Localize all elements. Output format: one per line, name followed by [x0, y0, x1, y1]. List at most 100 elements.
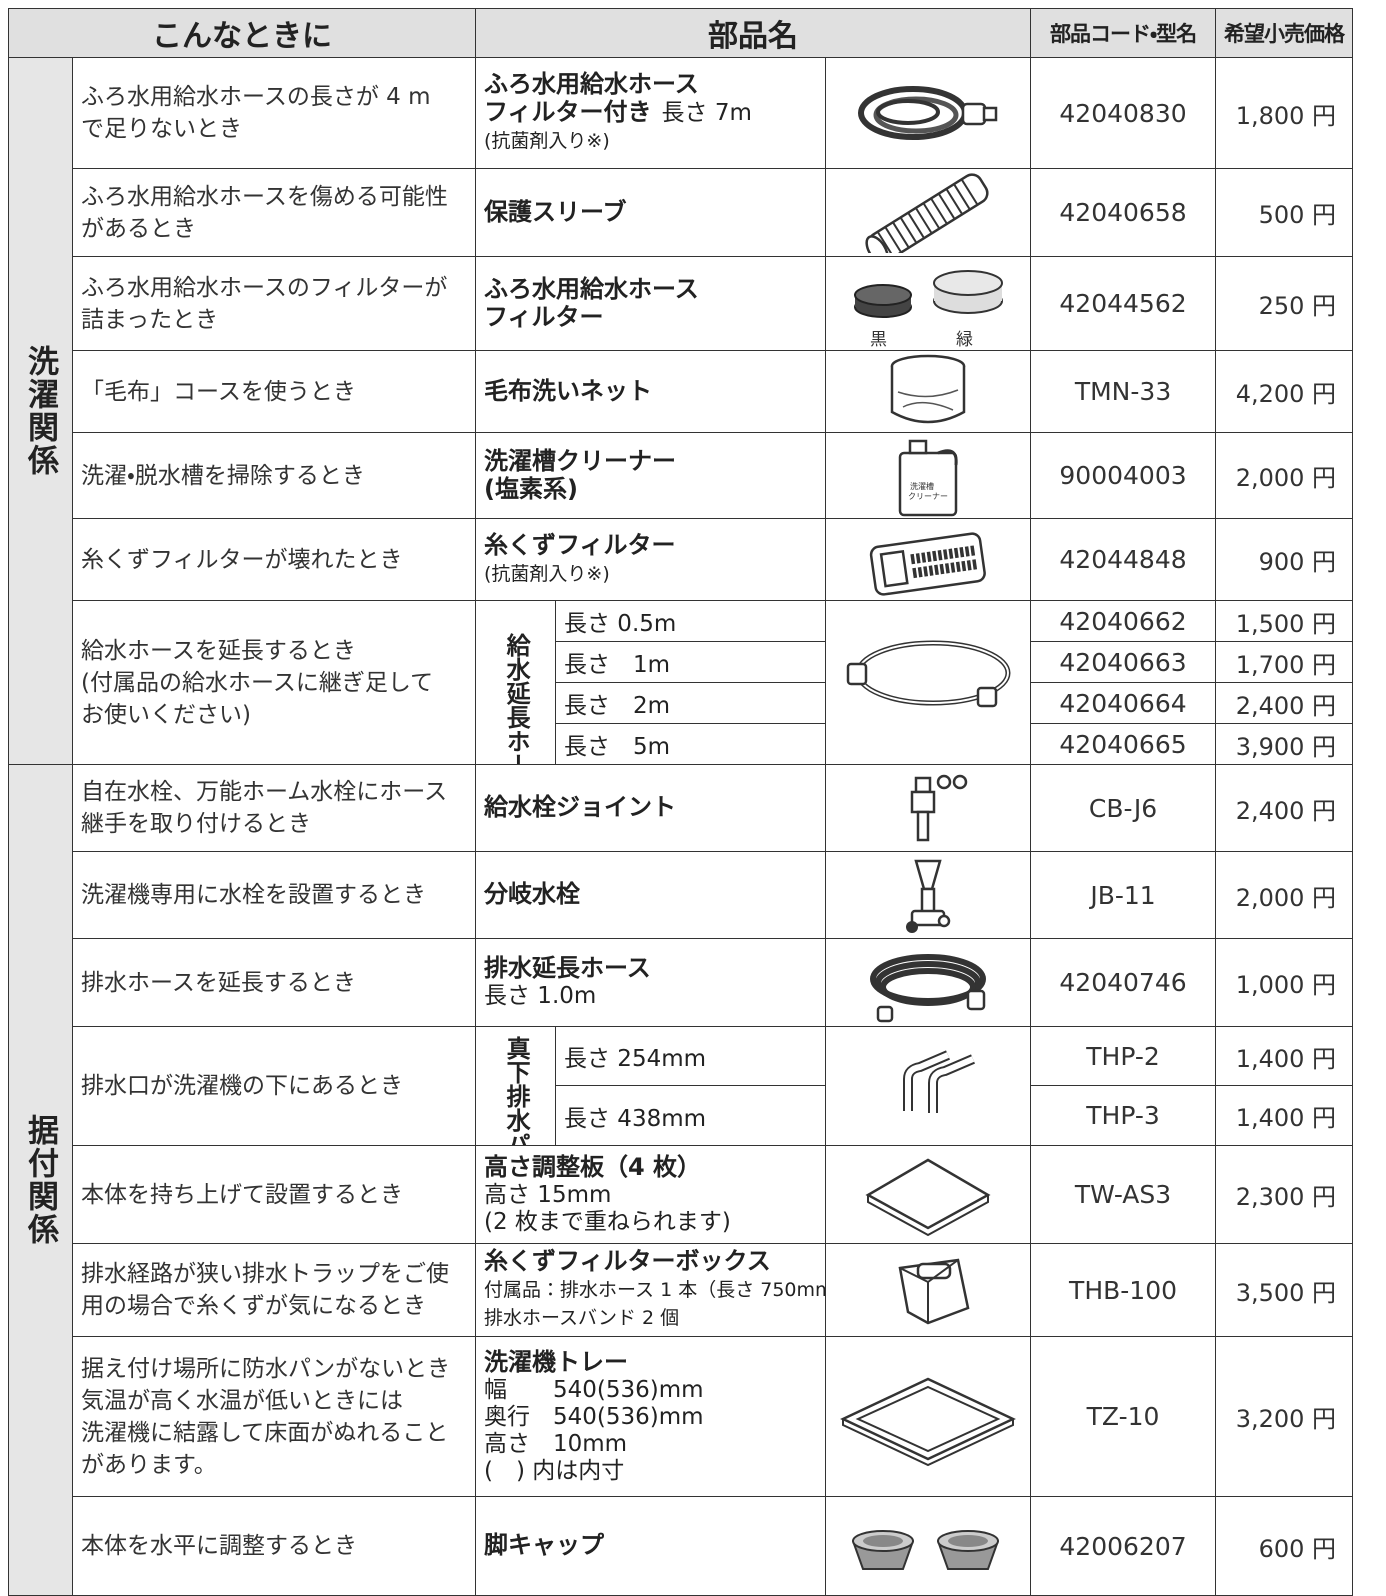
- part-price: 2,400 円: [1215, 682, 1354, 724]
- part-text: 分岐水栓: [484, 880, 580, 908]
- situation: 給水ホースを延長するとき (付属品の給水ホースに継ぎ足して お使いください): [72, 600, 476, 765]
- part-name: 分岐水栓: [475, 851, 826, 939]
- group-label: 据付関係: [22, 1114, 58, 1246]
- part-illustration: [858, 86, 998, 140]
- part-name: ふろ水用給水ホース フィルター: [475, 256, 826, 351]
- part-line: 高さ 15mm: [484, 1182, 817, 1209]
- table-row: ふろ水用給水ホースを傷める可能性 があるとき 保護スリーブ 42040658 500 円: [9, 168, 1354, 257]
- header-cell: 希望小売価格: [1215, 8, 1354, 58]
- table-row: 本体を水平に調整するとき 脚キャップ 42006207 600 円: [9, 1496, 1354, 1596]
- part-line: 洗濯機トレー: [484, 1348, 817, 1377]
- part-line: 奥行 540(536)mm: [484, 1404, 817, 1431]
- table-row: 長さ 5m 42040665 3,900 円: [9, 723, 1354, 765]
- variant-length: 長さ 2m: [555, 682, 826, 724]
- part-illustration: [898, 439, 958, 516]
- part-name: 排水延長ホース 長さ 1.0m: [475, 938, 826, 1027]
- part-line: ふろ水用給水ホース: [484, 274, 817, 304]
- part-code: TMN-33: [1030, 350, 1217, 433]
- situation-line: ふろ水用給水ホースの長さが 4 m: [81, 84, 431, 110]
- part-text: (抗菌剤入り※): [484, 130, 610, 152]
- part-name: 脚キャップ: [475, 1496, 826, 1596]
- part-price: 250 円: [1215, 256, 1354, 351]
- part-line: フィルター: [484, 303, 817, 332]
- table-row: 排水口が洗濯機の下にあるとき 真下排水パイプ 長さ 254mm THP-2 1,400 …: [9, 1026, 1354, 1146]
- image-box: [828, 172, 1028, 256]
- header-cell: 部品名: [474, 8, 1032, 58]
- situation: 「毛布」コースを使うとき: [72, 350, 476, 433]
- part-image: [824, 1496, 1032, 1596]
- part-code: 42040663: [1030, 641, 1217, 683]
- table-row: 本体を持ち上げて設置するとき 高さ調整板（4 枚） 高さ 15mm (2 枚まで重ねら…: [9, 1145, 1354, 1244]
- table-row: 排水経路が狭い排水トラップをご使 用の場合で糸くずが気になるとき 糸くずフィルターボ…: [9, 1243, 1354, 1337]
- situation-line: があります。: [81, 1451, 217, 1478]
- situation-line: お使いください): [81, 701, 251, 728]
- situation: 排水口が洗濯機の下にあるとき: [72, 1026, 476, 1146]
- part-price: 500 円: [1215, 168, 1354, 257]
- image-box: [828, 1359, 1028, 1475]
- part-name: 給水栓ジョイント: [475, 764, 826, 852]
- part-code: 42044848: [1030, 518, 1217, 601]
- part-text: ふろ水用給水ホース: [484, 274, 699, 303]
- situation: 自在水栓、万能ホーム水栓にホース 継手を取り付けるとき: [72, 764, 476, 852]
- situation: 糸くずフィルターが壊れたとき: [72, 518, 476, 601]
- part-code: 42040664: [1030, 682, 1217, 724]
- part-image: [824, 1026, 1032, 1146]
- part-line: 高さ調整板（4 枚）: [484, 1153, 817, 1182]
- part-line: フィルター付き 長さ 7m: [484, 99, 817, 127]
- part-line: (抗菌剤入り※): [484, 127, 817, 155]
- part-price: 1,500 円: [1215, 600, 1354, 642]
- part-image: [824, 851, 1032, 939]
- part-illustration: [870, 953, 987, 1022]
- image-box: [828, 768, 1028, 848]
- part-image: [824, 1243, 1032, 1337]
- part-code: TZ-10: [1030, 1336, 1217, 1497]
- part-illustration: [906, 859, 951, 933]
- situation: 排水経路が狭い排水トラップをご使 用の場合で糸くずが気になるとき: [72, 1243, 476, 1337]
- situation: 本体を水平に調整するとき: [72, 1496, 476, 1596]
- part-illustration: [865, 1158, 991, 1236]
- part-line: 付属品：排水ホース 1 本（長さ 750mm）: [484, 1276, 825, 1304]
- situation: ふろ水用給水ホースを傷める可能性 があるとき: [72, 168, 476, 257]
- table-row: 給水ホースを延長するとき (付属品の給水ホースに継ぎ足して お使いください) 給水延長…: [9, 600, 1354, 765]
- part-line: 洗濯槽クリーナー: [484, 447, 817, 476]
- part-text: 付属品：排水ホース 1 本（長さ 750mm）: [484, 1279, 826, 1301]
- part-line: 保護スリーブ: [484, 197, 817, 227]
- image-box: [828, 68, 1028, 158]
- part-illustration: [840, 1377, 1016, 1466]
- part-illustration: [852, 1530, 1000, 1570]
- part-image: 洗濯槽 クリーナー: [824, 432, 1032, 519]
- part-line: 糸くずフィルター: [484, 531, 817, 560]
- part-line: 糸くずフィルターボックス: [484, 1248, 817, 1276]
- situation-line: 洗濯・脱水槽を掃除するとき: [81, 462, 365, 489]
- situation: 据え付け場所に防水パンがないとき 気温が高く水温が低いときには 洗濯機に結露して床面…: [72, 1336, 476, 1497]
- part-label: 真下排水パイプ: [475, 1026, 556, 1146]
- part-text: 保護スリーブ: [484, 197, 627, 226]
- part-code: CB-J6: [1030, 764, 1217, 852]
- part-image: [824, 518, 1032, 601]
- situation: 洗濯・脱水槽を掃除するとき: [72, 432, 476, 519]
- part-price: 2,400 円: [1215, 764, 1354, 852]
- header-row: こんなときに 部品名 部品コード・型名 希望小売価格: [8, 8, 1354, 58]
- part-illustration: [910, 774, 968, 842]
- part-price: 1,800 円: [1215, 57, 1354, 169]
- table-row: 「毛布」コースを使うとき 毛布洗いネット TMN-33 4,200 円: [9, 350, 1354, 433]
- group-cell: 据付関係: [8, 764, 73, 1596]
- part-illustration: [865, 172, 989, 256]
- image-box: [828, 352, 1028, 432]
- part-text: 幅 540(536)mm: [484, 1376, 704, 1403]
- part-image: [824, 600, 1032, 765]
- table-row: 洗濯機専用に水栓を設置するとき 分岐水栓 JB-11 2,000 円: [9, 851, 1354, 939]
- parts-table: こんなときに 部品名 部品コード・型名 希望小売価格 洗濯関係 ふろ水用給水ホースの長さが…: [8, 8, 1354, 1596]
- situation-line: 洗濯機に結露して床面がぬれること: [81, 1419, 449, 1446]
- situation-line: 詰まったとき: [81, 306, 219, 333]
- variant-length: 長さ 1m: [555, 641, 826, 683]
- situation-line: 気温が高く水温が低いときには: [81, 1387, 403, 1414]
- table-row: 洗濯関係 ふろ水用給水ホースの長さが 4 m で足りないとき ふろ水用給水ホース フィル…: [8, 57, 1354, 765]
- situation: 排水ホースを延長するとき: [72, 938, 476, 1027]
- part-code: THP-2: [1030, 1026, 1217, 1086]
- part-code: 42040658: [1030, 168, 1217, 257]
- part-code: 42006207: [1030, 1496, 1217, 1596]
- part-name: 保護スリーブ: [475, 168, 826, 257]
- part-code: TW-AS3: [1030, 1145, 1217, 1244]
- image-box: [828, 628, 1028, 738]
